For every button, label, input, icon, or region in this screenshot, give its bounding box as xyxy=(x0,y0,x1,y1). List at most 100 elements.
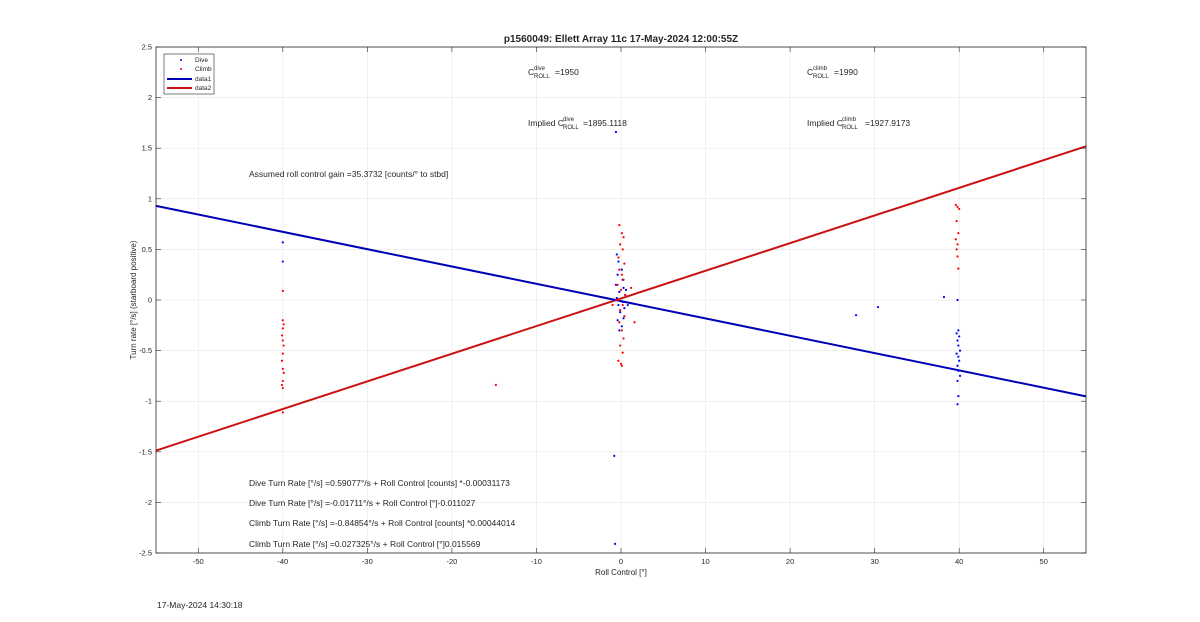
point-dive xyxy=(956,298,959,302)
point-dive xyxy=(956,364,959,367)
point-climb xyxy=(956,205,959,208)
point-dive xyxy=(958,349,962,352)
point-climb xyxy=(282,323,285,326)
c-roll-dive-value: =1950 xyxy=(555,67,579,77)
point-climb xyxy=(620,232,623,235)
point-climb xyxy=(611,303,614,307)
x-tick-label: 50 xyxy=(1040,557,1048,566)
point-climb xyxy=(957,232,960,235)
point-climb xyxy=(281,327,284,330)
point-dive xyxy=(613,542,617,545)
c-roll-dive-label: C xyxy=(528,67,534,77)
point-dive xyxy=(958,335,961,338)
y-tick-label: -1 xyxy=(145,397,152,406)
c-roll-dive-sub: ROLL xyxy=(534,74,550,80)
point-dive xyxy=(622,286,625,289)
y-tick-label: -1.5 xyxy=(139,447,152,456)
point-climb xyxy=(955,248,958,251)
point-dive xyxy=(613,298,616,302)
legend-data1-label: data1 xyxy=(195,76,212,83)
point-dive xyxy=(958,374,962,377)
point-dive xyxy=(957,355,960,358)
point-dive xyxy=(955,332,958,335)
point-dive xyxy=(955,352,958,355)
point-climb xyxy=(617,256,620,259)
y-tick-label: 2 xyxy=(148,93,152,102)
point-climb xyxy=(282,371,285,374)
y-tick-label: 0 xyxy=(148,296,152,305)
point-dive xyxy=(614,283,618,286)
point-climb xyxy=(621,303,624,307)
x-tick-label: 30 xyxy=(870,557,878,566)
fit-equation-dive-counts: Dive Turn Rate [°/s] =0.59077°/s + Roll … xyxy=(249,478,510,488)
point-climb xyxy=(633,321,636,324)
y-tick-label: 0.5 xyxy=(142,245,152,254)
x-tick-label: 0 xyxy=(619,557,623,566)
point-climb xyxy=(623,315,626,318)
point-climb xyxy=(617,298,620,302)
x-tick-label: -10 xyxy=(531,557,542,566)
point-dive xyxy=(957,395,960,398)
y-tick-label: -2.5 xyxy=(139,549,152,558)
point-climb xyxy=(619,288,623,291)
c-roll-climb-sub: ROLL xyxy=(813,74,829,80)
y-tick-label: 1.5 xyxy=(142,144,152,153)
implied-dive-sub: ROLL xyxy=(563,125,579,131)
point-climb xyxy=(620,273,623,276)
legend-data2-label: data2 xyxy=(195,85,212,92)
point-dive xyxy=(620,325,623,328)
point-climb xyxy=(954,203,957,206)
print-timestamp: 17-May-2024 14:30:18 xyxy=(157,600,243,610)
point-dive xyxy=(616,319,619,322)
point-climb xyxy=(281,319,284,322)
point-dive xyxy=(615,253,618,256)
y-axis-label: Turn rate [°/s] (starboard positive) xyxy=(129,240,138,359)
point-climb xyxy=(282,344,285,347)
implied-climb-prefix: Implied C xyxy=(807,118,843,128)
point-climb xyxy=(619,362,623,365)
legend: Dive Climb data1 data2 xyxy=(163,53,215,95)
point-climb xyxy=(956,243,959,246)
point-climb xyxy=(954,238,957,241)
point-climb xyxy=(622,236,625,239)
y-tick-label: -0.5 xyxy=(139,346,152,355)
implied-climb-value: =1927.9173 xyxy=(865,118,910,128)
point-climb xyxy=(958,207,961,211)
implied-climb-sup: climb xyxy=(842,117,857,123)
point-dive xyxy=(621,300,624,304)
point-dive xyxy=(626,303,629,307)
fit-line-data1 xyxy=(155,204,1087,398)
point-dive xyxy=(616,273,619,276)
x-tick-label: 40 xyxy=(955,557,963,566)
x-tick-label: -30 xyxy=(362,557,373,566)
x-tick-label: 10 xyxy=(701,557,709,566)
point-climb xyxy=(618,224,621,227)
point-dive xyxy=(956,339,959,342)
point-climb xyxy=(957,267,960,270)
point-dive xyxy=(876,305,880,309)
point-dive xyxy=(956,379,959,383)
point-climb xyxy=(619,243,622,246)
chart-title: p1560049: Ellett Array 11c 17-May-2024 1… xyxy=(504,34,738,45)
point-climb xyxy=(494,383,497,387)
point-dive xyxy=(281,241,284,244)
point-dive xyxy=(623,306,626,310)
point-climb xyxy=(621,248,624,251)
point-climb xyxy=(281,289,284,292)
y-tick-label: 1 xyxy=(148,194,152,203)
point-dive xyxy=(617,303,620,307)
point-climb xyxy=(280,359,284,362)
implied-dive-sup: dive xyxy=(563,117,575,123)
roll-gain-annotation: Assumed roll control gain =35.3732 [coun… xyxy=(249,169,448,179)
point-dive xyxy=(613,454,616,457)
point-dive xyxy=(615,296,618,300)
fit-equation-climb-counts: Climb Turn Rate [°/s] =-0.84854°/s + Rol… xyxy=(249,518,515,528)
y-tick-label: 2.5 xyxy=(142,43,152,52)
point-dive xyxy=(618,290,621,294)
point-dive xyxy=(620,268,623,271)
point-climb xyxy=(280,334,284,337)
point-climb xyxy=(956,255,959,258)
y-tick-label: -2 xyxy=(145,498,152,507)
point-dive xyxy=(618,329,621,332)
